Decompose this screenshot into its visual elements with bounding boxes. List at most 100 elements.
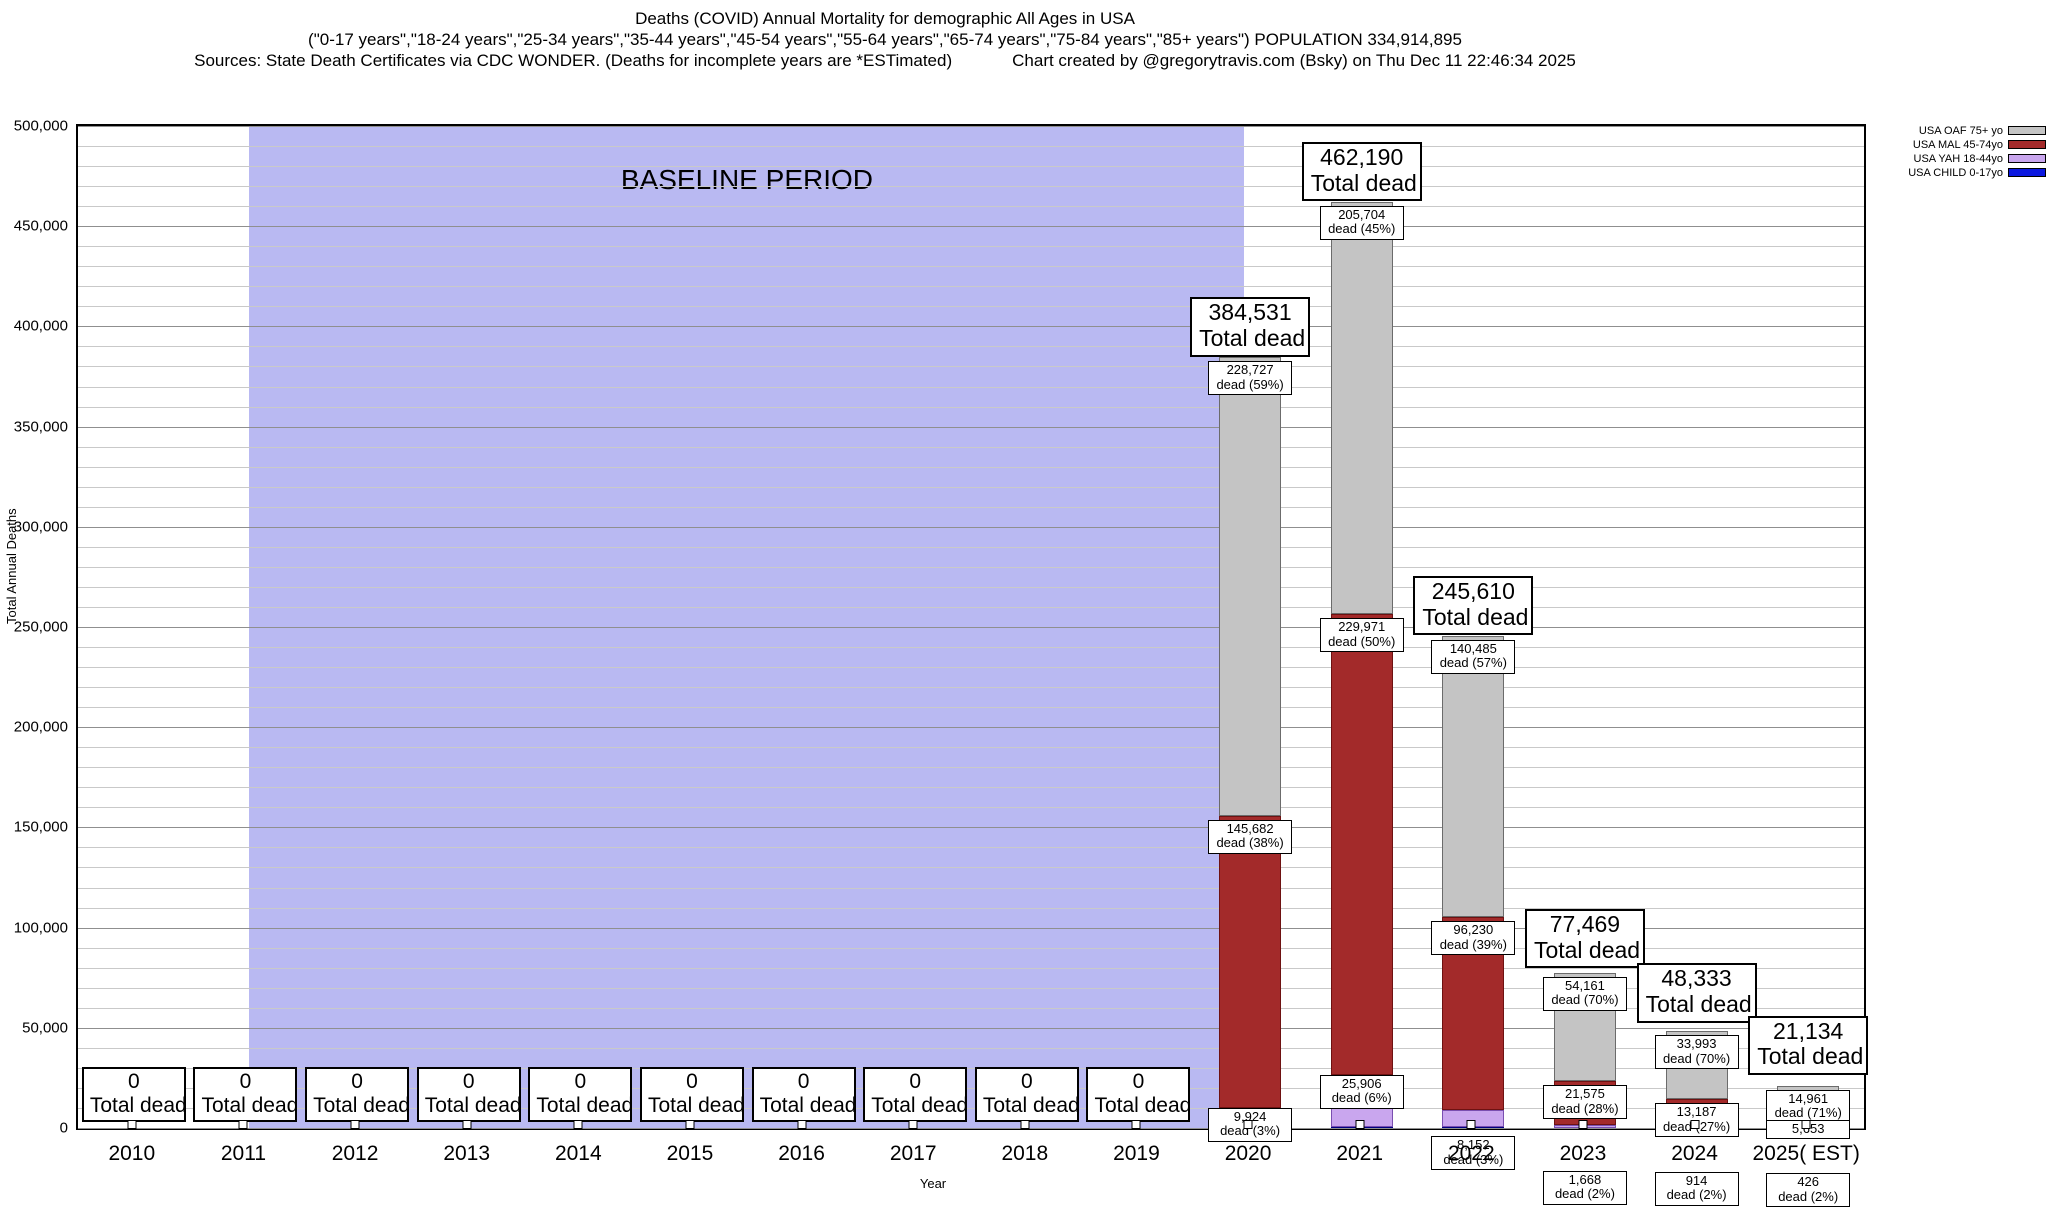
- bar-2021[interactable]: [1330, 201, 1393, 1128]
- segment-label-oaf-2021-value: 205,704: [1338, 206, 1386, 222]
- x-tick-label-2020: 2020: [1224, 1142, 1272, 1165]
- gridline-minor: [78, 146, 1864, 148]
- bar-segment-mal-2021[interactable]: [1330, 614, 1393, 1075]
- x-tick-mark: [127, 1120, 137, 1129]
- x-tick-label-2018: 2018: [1001, 1142, 1049, 1165]
- gridline-minor: [78, 506, 1864, 508]
- chart-sources-text: Sources: State Death Certificates via CD…: [194, 51, 953, 70]
- segment-label-mal-2020: 145,682 dead (38%): [1208, 819, 1293, 854]
- x-tick-mark: [1020, 1120, 1030, 1129]
- segment-label-oaf-2021: 205,704 dead (45%): [1319, 205, 1404, 240]
- x-tick-mark: [462, 1120, 472, 1129]
- gridline-minor: [78, 1107, 1864, 1109]
- x-tick-label-2025EST: 2025( EST): [1752, 1142, 1860, 1165]
- bar-2022[interactable]: [1442, 635, 1505, 1128]
- segment-label-yah-2023-value: 1,668: [1568, 1171, 1602, 1187]
- gridline-minor: [78, 586, 1864, 588]
- gridline-major: [78, 927, 1864, 929]
- total-dead-box-2021-value: 462,190: [1320, 143, 1404, 170]
- gridline-minor: [78, 566, 1864, 568]
- segment-label-oaf-2023: 54,161 dead (70%): [1542, 976, 1627, 1011]
- gridline-minor: [78, 1047, 1864, 1049]
- gridline-minor: [78, 346, 1864, 348]
- total-dead-box-2023-value: 77,469: [1549, 910, 1621, 937]
- gridline-minor: [78, 186, 1864, 188]
- segment-label-oaf-2022-caption: dead (57%): [1439, 655, 1507, 671]
- x-tick-mark: [1131, 1120, 1141, 1129]
- zero-total-box-2011: 0 Total dead: [193, 1067, 298, 1123]
- bar-segment-oaf-2020[interactable]: [1219, 357, 1282, 816]
- gridline-minor: [78, 466, 1864, 468]
- segment-label-mal-2022: 96,230 dead (39%): [1431, 921, 1516, 956]
- legend-item-mal[interactable]: USA MAL 45-74yo: [1866, 138, 2046, 151]
- bar-2020[interactable]: [1219, 357, 1282, 1128]
- segment-label-oaf-2023-value: 54,161: [1565, 977, 1605, 993]
- gridline-minor: [78, 967, 1864, 969]
- gridline-minor: [78, 887, 1864, 889]
- segment-label-oaf-2025EST-value: 14,961: [1788, 1090, 1829, 1106]
- gridline-minor: [78, 206, 1864, 208]
- segment-label-mal-2020-value: 145,682: [1226, 820, 1274, 836]
- zero-total-box-2014: 0 Total dead: [528, 1067, 633, 1123]
- x-tick-mark: [1690, 1120, 1700, 1129]
- bar-segment-oaf-2022[interactable]: [1442, 635, 1505, 918]
- y-tick-label: 50,000: [22, 1019, 68, 1037]
- gridline-major: [78, 827, 1864, 829]
- segment-label-mal-2020-caption: dead (38%): [1216, 835, 1284, 851]
- gridline-minor: [78, 286, 1864, 288]
- zero-total-box-2019: 0 Total dead: [1086, 1067, 1192, 1123]
- plot-inner: BASELINE PERIOD 0 Total dead 0 Total dead 0 T…: [78, 126, 1869, 1207]
- chart-legend: USA OAF 75+ yo USA MAL 45-74yo USA YAH 18-…: [1866, 124, 2046, 180]
- x-tick-mark: [685, 1120, 695, 1129]
- gridline-minor: [78, 266, 1864, 268]
- gridline-major: [78, 526, 1864, 528]
- gridline-major: [78, 226, 1864, 228]
- total-dead-box-2025EST: 21,134 Total dead: [1748, 1015, 1869, 1076]
- gridline-minor: [78, 787, 1864, 789]
- plot-area: BASELINE PERIOD 0 Total dead 0 Total dead 0 T…: [76, 124, 1869, 1207]
- zero-total-box-2015-caption: Total dead: [647, 1093, 745, 1117]
- x-tick-label-2012: 2012: [331, 1142, 379, 1165]
- segment-label-yah-2025EST-value: 426: [1797, 1173, 1820, 1189]
- gridline-minor: [78, 767, 1864, 769]
- x-tick-label-2024: 2024: [1671, 1142, 1718, 1165]
- y-tick-label: 0: [59, 1119, 68, 1137]
- total-dead-box-2020-caption: Total dead: [1199, 325, 1306, 352]
- chart-credit-text: Chart created by @gregorytravis.com (Bsk…: [1012, 51, 1576, 70]
- gridline-major: [78, 1027, 1864, 1029]
- zero-total-box-2016: 0 Total dead: [751, 1067, 857, 1123]
- y-tick-label: 200,000: [13, 718, 68, 736]
- zero-total-box-2016-value: 0: [797, 1070, 810, 1093]
- zero-total-box-2019-caption: Total dead: [1094, 1093, 1192, 1117]
- x-tick-label-2021: 2021: [1336, 1142, 1384, 1165]
- segment-label-yah-2021-caption: dead (6%): [1331, 1090, 1392, 1106]
- zero-total-box-2017: 0 Total dead: [863, 1067, 968, 1123]
- bar-segment-oaf-2021[interactable]: [1330, 201, 1393, 615]
- zero-total-box-2018: 0 Total dead: [974, 1067, 1080, 1123]
- zero-total-box-2012-value: 0: [351, 1070, 363, 1093]
- zero-total-box-2016-caption: Total dead: [759, 1093, 857, 1117]
- segment-label-yah-2022-caption: dead (3%): [1443, 1151, 1504, 1167]
- legend-item-oaf[interactable]: USA OAF 75+ yo: [1866, 124, 2046, 137]
- x-tick-label-2023: 2023: [1559, 1142, 1607, 1165]
- segment-label-oaf-2020: 228,727 dead (59%): [1208, 361, 1293, 396]
- gridline-minor: [78, 406, 1864, 408]
- zero-total-box-2013-caption: Total dead: [424, 1093, 522, 1117]
- legend-label-oaf: USA OAF 75+ yo: [1918, 124, 2003, 137]
- segment-label-mal-2022-value: 96,230: [1453, 922, 1494, 938]
- x-axis-title: Year: [919, 1176, 947, 1191]
- x-tick-mark: [1466, 1120, 1476, 1129]
- legend-item-yah[interactable]: USA YAH 18-44yo: [1866, 152, 2046, 165]
- segment-label-oaf-2024-caption: dead (70%): [1662, 1050, 1731, 1066]
- segment-label-yah-2022: 8,152 dead (3%): [1431, 1136, 1516, 1171]
- x-tick-label-2010: 2010: [108, 1142, 156, 1165]
- gridline-minor: [78, 606, 1864, 608]
- bar-segment-mal-2020[interactable]: [1219, 815, 1282, 1108]
- zero-total-box-2015-value: 0: [686, 1070, 698, 1093]
- legend-item-child[interactable]: USA CHILD 0-17yo: [1866, 166, 2046, 179]
- zero-total-box-2010: 0 Total dead: [81, 1067, 187, 1123]
- zero-total-box-2019-value: 0: [1132, 1070, 1145, 1093]
- segment-label-oaf-2025EST: 14,961 dead (71%): [1766, 1089, 1851, 1124]
- legend-swatch-child: [2008, 168, 2046, 177]
- zero-total-box-2015: 0 Total dead: [639, 1067, 745, 1123]
